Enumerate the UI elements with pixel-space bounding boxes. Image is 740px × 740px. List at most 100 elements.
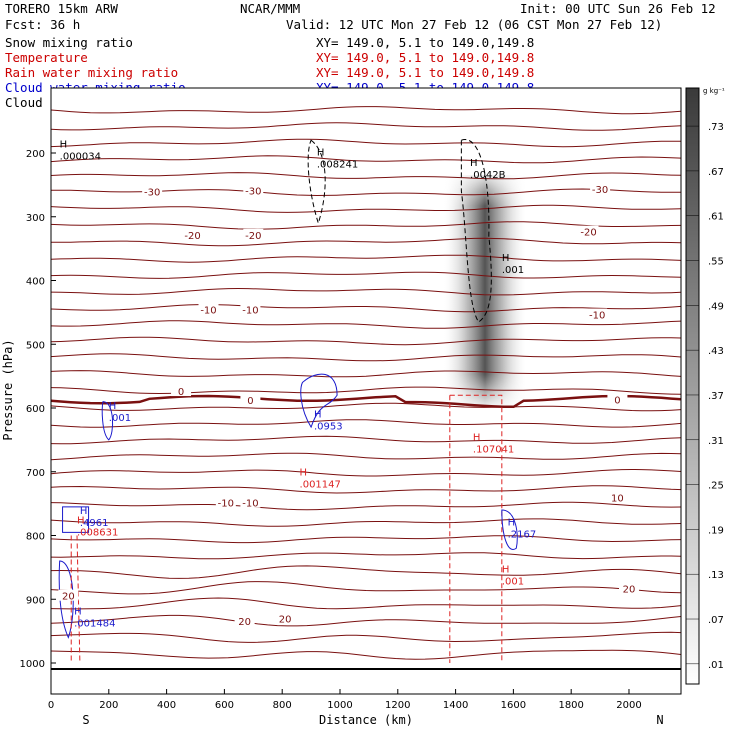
isotherm-label: 20 [238,617,251,628]
isotherm-line [51,106,681,115]
rain-contour [70,535,81,664]
cloud-water-contour [501,509,518,550]
maximum-marker: H [109,401,117,412]
maximum-label: .001 [502,577,524,588]
maximum-label: .107041 [473,445,514,456]
colorbar-label: .37 [708,391,724,402]
colorbar: g kg⁻¹ .01 .07 .13 .19 .25 .31 .37 .43 .49 .55 .61… [685,87,725,685]
isotherm-label-bg [58,589,79,601]
maximum-label: .001 [109,413,131,424]
isotherm-line [51,122,681,131]
isotherm-label: -30 [592,185,608,196]
isotherm-line [51,138,681,148]
isotherm-line [51,336,681,346]
contour-labels: -30 -30 -30 -20 -20 -20 -10 -10 -10 0 0 0 -10 -10 10 20… [58,139,639,630]
isotherm-label: 20 [623,585,636,596]
x-tick-label: 800 [273,700,292,711]
isotherm-label: 0 [178,387,184,398]
isotherm-label-bg [182,228,203,240]
colorbar-label: .13 [708,570,724,581]
plot-border [50,87,682,695]
isotherm-line [51,501,681,511]
isotherm-label: -10 [200,305,216,316]
isotherm-line [51,565,681,579]
colorbar-label: .25 [708,481,724,492]
mixing-ratio-contours [58,139,518,664]
isotherm-label-bg [240,303,261,315]
isotherm-label-bg [142,185,163,197]
maximum-marker: H [80,506,88,517]
maximum-marker: H [508,517,516,528]
isotherm-line [51,320,681,329]
cloud-water-contour [58,560,74,639]
maximum-label: .001 [502,265,524,276]
x-axis-label: Distance (km) [319,713,413,727]
isotherm-label-bg [607,491,628,503]
isotherm-label: -20 [245,231,261,242]
colorbar-label: .55 [708,257,724,268]
isotherm-line [51,631,681,643]
isotherm-label: -10 [589,311,605,322]
y-tick-label: 800 [26,532,45,543]
south-end-label: S [82,713,89,727]
colorbar-label: .43 [708,346,724,357]
x-tick-label: 400 [157,700,176,711]
y-tick-label: 1000 [20,659,45,670]
colorbar-ramp [685,87,700,685]
isotherm-line [51,535,681,544]
isotherm-line [51,204,681,213]
isotherm-line [51,452,681,461]
x-tick-label: 1000 [327,700,352,711]
cloud-water-contour [300,373,338,429]
maximum-label: .001484 [74,619,115,630]
isotherm-line [51,237,681,247]
north-end-label: N [656,713,663,727]
colorbar-label: .73 [708,122,724,133]
maximum-marker: H [300,468,308,479]
maximum-marker: H [470,158,478,169]
maximum-marker: H [74,607,82,618]
field-name-0: Snow mixing ratio [5,35,133,50]
y-tick-label: 400 [26,277,45,288]
isotherm-label-bg [243,184,264,196]
maximum-label: .008241 [317,160,358,171]
isotherm-line [51,485,681,494]
maximum-marker: H [60,139,68,150]
isotherm-line [51,155,681,164]
isotherm-label: -20 [580,228,596,239]
isotherm-line [51,370,681,378]
maximum-marker: H [473,433,481,444]
colorbar-label: .07 [708,615,724,626]
cloud-water-contour [101,401,114,441]
maximum-label: .001147 [300,480,341,491]
isotherm-line [51,402,681,412]
ice-contour [460,139,492,323]
x-tick-label: 1600 [501,700,526,711]
isotherm-label-bg [240,393,261,405]
isotherm-line [51,614,681,627]
model-title: TORERO 15km ARW [5,1,118,16]
isotherm-label: 0 [614,395,620,406]
isotherm-label: -10 [242,305,258,316]
rain-contour [449,394,503,663]
x-tick-label: 0 [48,700,54,711]
cloud-water-contour [62,506,90,533]
maximum-marker: H [317,148,325,159]
x-tick-label: 1400 [443,700,468,711]
isotherm-label: -10 [242,499,258,510]
isotherm-label-bg [234,615,255,627]
maximum-label: .008631 [77,528,118,539]
x-tick-label: 2000 [616,700,641,711]
isotherm-line [51,468,681,477]
isotherm-label-bg [275,612,296,624]
isotherm-label-bg [171,385,192,397]
isotherm-label: 0 [247,396,253,407]
isotherm-line [51,419,681,428]
field-xy-snow: XY= 149.0, 5.1 to 149.0,149.8 [316,35,534,50]
field-xy-1: XY= 149.0, 5.1 to 149.0,149.8 [316,50,534,65]
org-label: NCAR/MMM [240,1,300,16]
axes: 0 200 400 600 800 1000 1200 1400 1600 1800 2000200… [1,149,664,727]
isotherm-line [51,552,681,560]
